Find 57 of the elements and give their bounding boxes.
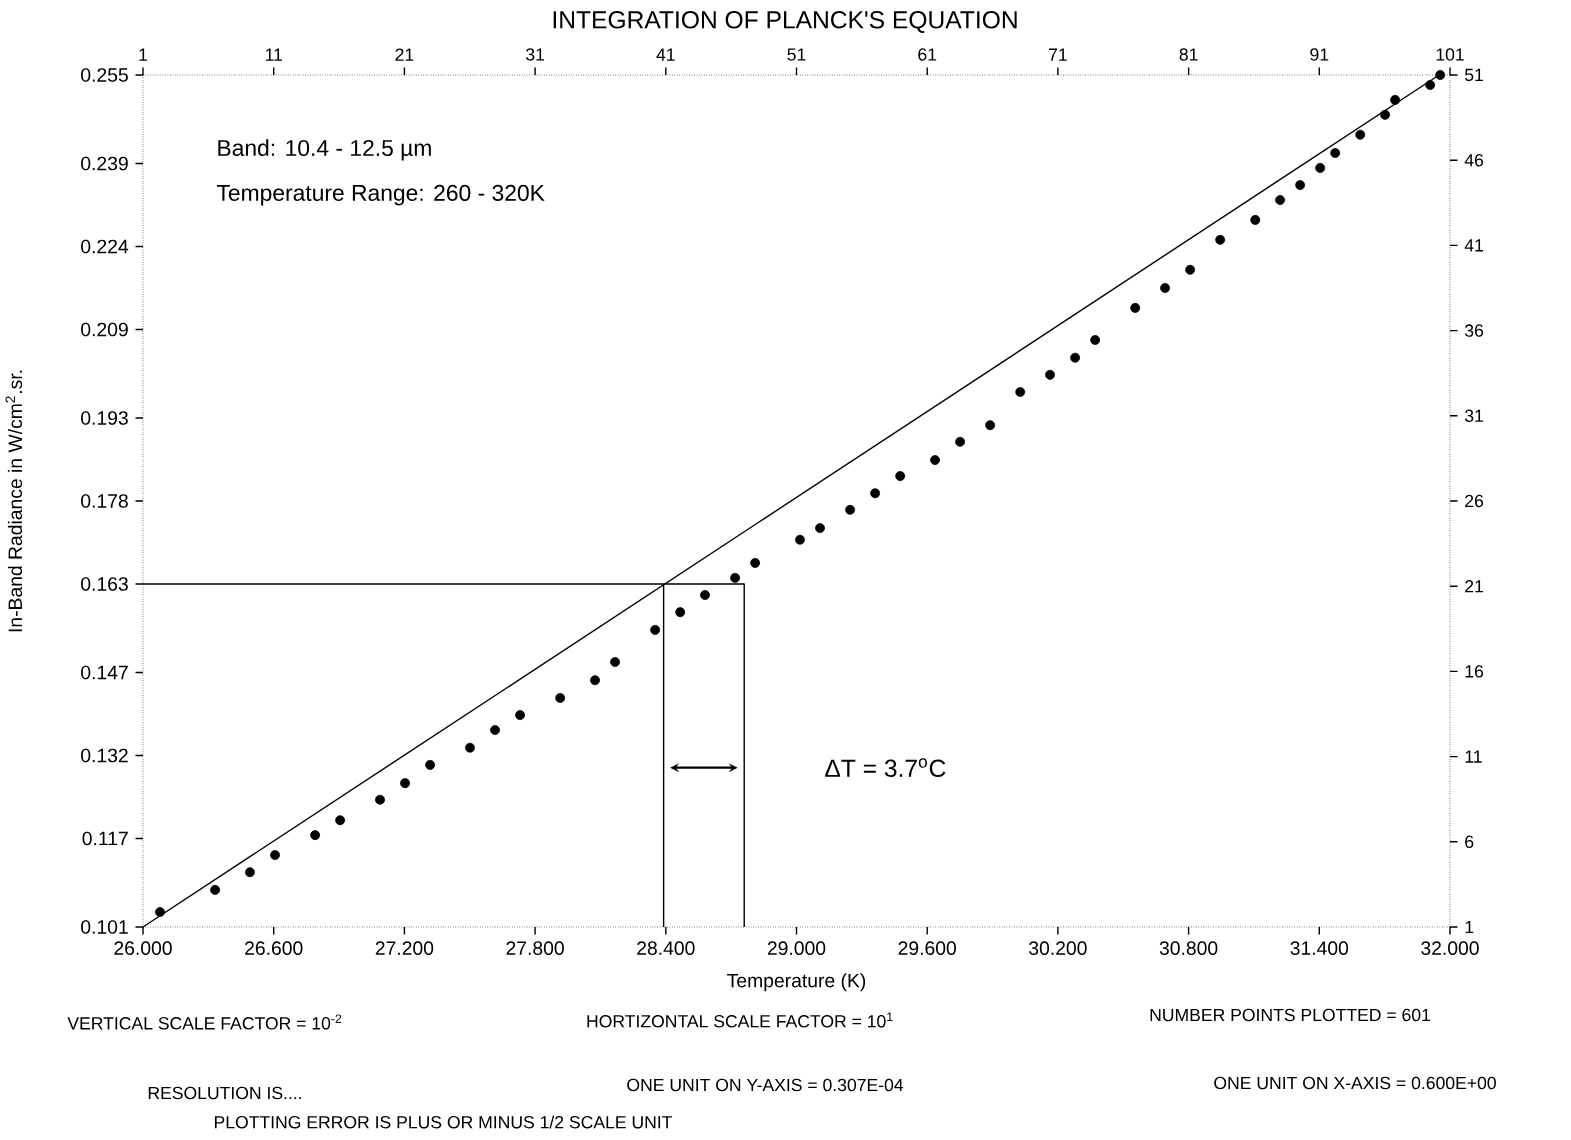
annotation: ΔT = 3.7$^{o}$C (825, 758, 946, 778)
x2-tick-label: 31 (526, 48, 545, 61)
y-tick-label: 0.193 (81, 411, 128, 425)
y-tick-label: 0.163 (81, 577, 128, 591)
y2-tick-label: 16 (1465, 665, 1484, 678)
x-tick-label: 29.600 (898, 941, 956, 955)
y-tick-label: 0.209 (81, 322, 128, 337)
x-tick-label: 31.400 (1290, 941, 1349, 955)
y2-tick-label: 11 (1465, 750, 1482, 763)
y-tick-label: 0.224 (81, 239, 129, 254)
annotation: Band: 10.4 - 12.5 µm (218, 139, 431, 161)
y2-tick-label: 26 (1465, 494, 1484, 508)
x-tick-label: 27.800 (506, 941, 564, 955)
x2-tick-label: 61 (918, 48, 937, 61)
text: ONE UNIT ON X-AXIS = 0.600E+00 (1214, 1076, 1496, 1090)
x-axis-title: Temperature (K) (727, 973, 866, 992)
x-tick-label: 26.600 (245, 941, 303, 955)
y-tick-label: 0.132 (81, 748, 128, 763)
y-tick-label: 0.178 (81, 494, 128, 508)
y2-tick-label: 36 (1464, 324, 1484, 337)
y2-tick-label: 46 (1464, 153, 1484, 167)
x2-tick-label: 41 (656, 48, 675, 61)
x2-tick-label: 51 (787, 48, 806, 61)
x-tick-label: 29.000 (767, 941, 826, 955)
y-axis-title: In-Band Radiance in W/cm$^{2}$.sr. (5, 370, 23, 632)
y-tick-label: 0.147 (81, 665, 128, 680)
x-tick-label: 26.000 (114, 941, 172, 955)
text: ONE UNIT ON Y-AXIS = 0.307E-04 (627, 1078, 904, 1092)
y2-tick-label: 41 (1464, 239, 1483, 252)
text: RESOLUTION IS.... (148, 1086, 302, 1100)
x2-tick-label: 11 (265, 48, 282, 61)
x-tick-label: 32.000 (1421, 941, 1479, 955)
y2-tick-label: 1 (1465, 920, 1474, 934)
x-tick-label: 30.800 (1159, 941, 1218, 955)
x2-tick-label: 81 (1179, 48, 1198, 61)
text: VERTICAL SCALE FACTOR = 10$^{-2}$ (67, 1014, 342, 1030)
text: PLOTTING ERROR IS PLUS OR MINUS 1/2 SCALE UNIT (214, 1115, 673, 1129)
text: HORTIZONTAL SCALE FACTOR = 10$^{1}$ (587, 1012, 893, 1028)
y-tick-label: 0.117 (82, 831, 128, 846)
x-tick-label: 27.200 (375, 941, 434, 955)
y2-tick-label: 6 (1465, 835, 1474, 848)
x2-tick-label: 71 (1049, 48, 1067, 61)
x-tick-label: 28.400 (637, 941, 695, 955)
x2-tick-label: 1 (139, 48, 148, 61)
x2-tick-label: 101 (1436, 48, 1464, 61)
x2-tick-label: 91 (1310, 48, 1329, 61)
annotation: Temperature Range: 260 - 320K (216, 184, 545, 206)
x-tick-label: 30.200 (1029, 941, 1087, 955)
y-tick-label: 0.101 (81, 920, 128, 934)
y2-tick-label: 31 (1464, 409, 1483, 422)
y2-tick-label: 21 (1465, 580, 1483, 593)
x2-tick-label: 21 (395, 48, 414, 61)
y2-tick-label: 51 (1465, 68, 1483, 82)
y-tick-label: 0.239 (81, 156, 128, 171)
y-tick-label: 0.255 (81, 68, 128, 82)
chart-title: INTEGRATION OF PLANCK'S EQUATION (553, 11, 1017, 33)
text: NUMBER POINTS PLOTTED = 601 (1150, 1008, 1431, 1022)
